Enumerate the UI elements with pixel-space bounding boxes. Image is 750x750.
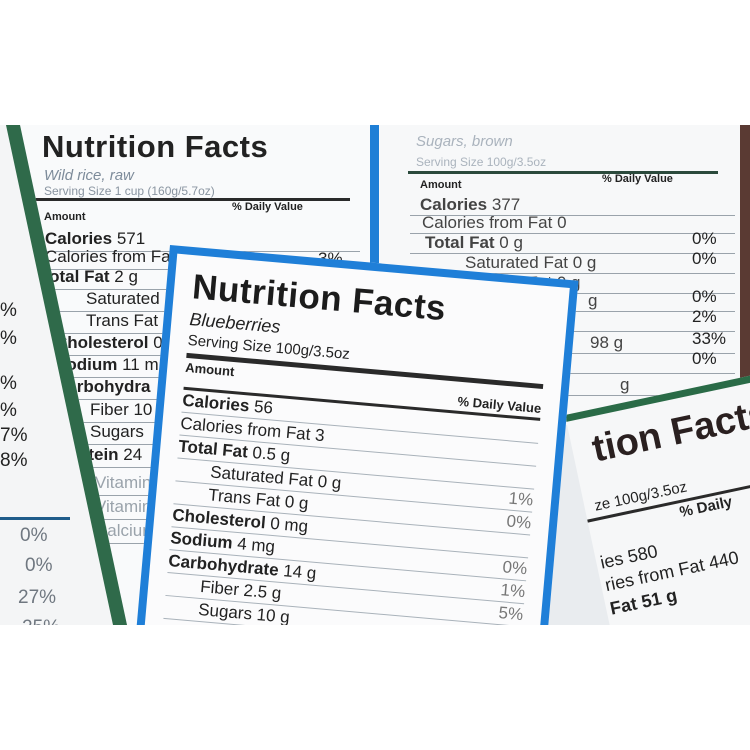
serving-size: Serving Size 1 cup (160g/5.7oz)	[44, 184, 215, 198]
nutrient-name: Total Fat	[425, 233, 495, 252]
nutrient-amount: 2 g	[109, 267, 138, 286]
row-divider	[410, 253, 735, 254]
daily-value-percent	[538, 422, 540, 442]
nutrient-row: Saturated Fat 0 g	[465, 253, 596, 273]
nutrient-amount: 56	[248, 396, 274, 418]
nutrient-name: Total Fat	[177, 436, 249, 462]
food-name: Wild rice, raw	[44, 167, 134, 184]
nutrient-name: Calories	[45, 229, 113, 248]
nutrient-row: Carbohydra	[55, 377, 150, 397]
nutrient-row: Total Fat 0 g	[425, 233, 523, 253]
nutrient-amount: 14 g	[277, 560, 318, 583]
nutrient-row: Cholesterol 0	[55, 333, 163, 353]
nutrient-amount: 571	[112, 229, 146, 248]
nutrient-amount: 0	[148, 333, 163, 352]
daily-value-percent: 0%	[692, 349, 717, 368]
label-title: tion Facts	[588, 392, 750, 471]
nutrient-row: 98 g	[590, 333, 623, 353]
daily-value-percent: 0%	[501, 557, 528, 579]
nutrient-amount: 98 g	[590, 333, 624, 352]
blue-label-border	[370, 125, 379, 275]
nutrient-name: Calories	[181, 390, 251, 416]
row-divider	[410, 395, 735, 396]
daily-value-percent	[534, 468, 536, 488]
amount-header: Amount	[184, 359, 235, 380]
daily-value-percent: 0%	[25, 555, 53, 576]
nutrient-amount: 377	[487, 195, 521, 214]
nutrient-amount: 0 g	[494, 233, 523, 252]
nutrient-name: Total Fat	[40, 267, 110, 286]
nutrient-row: Fiber 10	[90, 400, 152, 420]
daily-value-percent: 0%	[20, 525, 48, 546]
nutrient-amount: Saturated Fat 0 g	[465, 253, 597, 272]
daily-value-header: % Daily Value	[232, 201, 303, 213]
daily-value-percent: %	[0, 300, 17, 321]
nutrient-amount: Sugars	[90, 422, 144, 441]
nutrient-name: Sodium	[169, 528, 234, 553]
nutrient-name: Cholesterol	[55, 333, 149, 352]
daily-value-percent: 25%	[22, 617, 60, 625]
daily-value-percent	[536, 445, 538, 465]
row-divider	[410, 233, 735, 234]
blueberries-label: Nutrition Facts Blueberries Serving Size…	[133, 245, 579, 625]
nutrient-name: Calories	[420, 195, 488, 214]
nutrient-row: Calories from Fat 14	[45, 247, 199, 267]
nutrient-row: g	[620, 375, 629, 395]
nutrient-row: Trans Fat 0	[86, 311, 172, 331]
nutrient-amount: Trans Fat 0	[86, 311, 173, 330]
daily-value-percent: 0%	[692, 287, 717, 306]
nutrient-amount: Fiber 10	[90, 400, 153, 419]
serving-size: Serving Size 100g/3.5oz	[416, 155, 547, 169]
row-divider	[410, 273, 735, 274]
nutrient-row: Calories 377	[420, 195, 520, 215]
nutrient-amount: Saturated F	[86, 289, 175, 308]
nutrient-amount: Calories from Fat 0	[422, 213, 567, 232]
nutrient-row: Saturated F	[86, 289, 175, 309]
nutrient-row: Calcium	[95, 521, 156, 541]
nutrient-row: Sugars	[90, 422, 144, 442]
nutrient-row: Sodium 11 m	[55, 355, 159, 375]
nutrient-amount: g	[588, 291, 598, 310]
nutrient-amount: Calories from Fat 14	[45, 247, 199, 266]
nutrient-row: g	[588, 291, 597, 311]
label-title: Nutrition Facts	[42, 129, 269, 164]
daily-value-percent: %	[0, 373, 17, 394]
amount-header: Amount	[44, 211, 86, 223]
nutrition-labels-photo: %%%%7%8%0%0%27%25% Nutrition Facts Wild …	[0, 125, 750, 625]
daily-value-percent: 5%	[497, 603, 524, 625]
brown-edge	[740, 125, 750, 425]
daily-value-percent: 27%	[18, 587, 57, 608]
daily-value-percent: %	[0, 400, 17, 421]
daily-value-percent: 1%	[507, 488, 534, 510]
daily-value-percent: 2%	[692, 307, 717, 326]
daily-value-percent: 8%	[0, 450, 28, 471]
nutrient-amount: 4 mg	[231, 533, 276, 557]
nutrient-amount: 0 mg	[264, 513, 309, 537]
nutrient-row: Calories 571	[45, 229, 145, 249]
row-divider	[410, 353, 735, 354]
nutrient-row: Calories from Fat 0	[422, 213, 567, 233]
nutrient-amount: 11 m	[117, 355, 159, 374]
daily-value-percent	[528, 536, 530, 556]
nutrient-row: Total Fat 2 g	[40, 267, 138, 287]
nutrient-name: Carbohydra	[55, 377, 151, 396]
nutrient-amount: g	[620, 375, 630, 394]
daily-value-percent: 7%	[0, 425, 28, 446]
daily-value-percent: 33%	[692, 329, 727, 348]
row-divider	[410, 373, 735, 374]
daily-value-percent: 0%	[692, 249, 717, 268]
daily-value-percent: 1%	[499, 580, 526, 602]
daily-value-header: % Daily Value	[602, 173, 673, 185]
row-divider	[410, 215, 735, 216]
daily-value-header: % Daily Value	[457, 393, 542, 416]
nutrient-amount: Calcium	[95, 521, 157, 540]
daily-value-percent: 0%	[692, 229, 717, 248]
nutrient-amount: 0.5 g	[246, 442, 292, 466]
amount-header: Amount	[420, 179, 462, 191]
blue-divider	[0, 517, 70, 520]
daily-value-percent: 0%	[505, 511, 532, 533]
food-name: Sugars, brown	[416, 133, 513, 150]
daily-value-percent: %	[0, 328, 17, 349]
nutrient-amount: 24	[118, 445, 143, 464]
